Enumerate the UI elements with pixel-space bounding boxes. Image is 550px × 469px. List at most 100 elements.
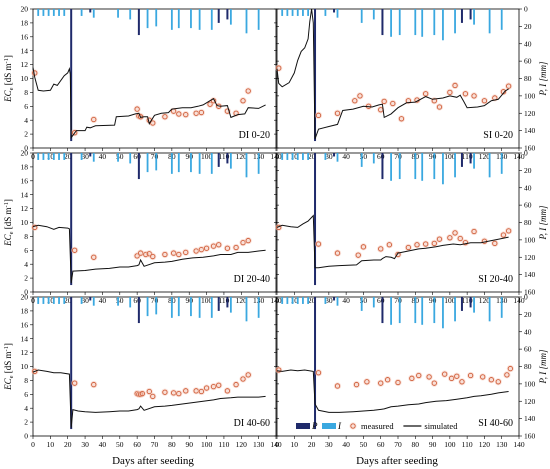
panel-label: DI 0-20	[239, 130, 270, 141]
irrigation-bar	[454, 297, 456, 322]
measured-point	[150, 393, 156, 400]
x-tick-label: 90	[429, 440, 437, 449]
x-tick-label: 80	[412, 440, 420, 449]
irrigation-bar	[291, 297, 294, 304]
y-right-tick-label: 0	[524, 149, 528, 158]
y-left-axis-label-part: [dS m	[3, 64, 13, 88]
irrigation-bar	[390, 297, 392, 325]
irrigation-bar	[177, 297, 180, 317]
irrigation-bar	[63, 153, 66, 160]
y-right-tick-label: 80	[524, 74, 532, 83]
measured-point	[457, 235, 463, 242]
measured-point	[436, 236, 443, 242]
x-tick-label: 120	[236, 440, 248, 449]
x-tick-label: 40	[342, 440, 350, 449]
measured-point	[334, 250, 341, 256]
precipitation-bar	[314, 9, 317, 142]
measured-point	[495, 379, 501, 385]
irrigation-bar	[414, 297, 417, 324]
irrigation-bar	[473, 297, 475, 313]
measured-point	[395, 251, 401, 258]
y-left-axis-label-part: ]	[3, 199, 13, 202]
irrigation-bar	[42, 297, 45, 304]
x-tick-label: 30	[81, 296, 89, 305]
irrigation-bar	[52, 9, 55, 16]
panel-di-20-40: 0102030405060708090100110120130140024681…	[3, 149, 282, 305]
x-tick-label: 120	[479, 296, 491, 305]
axis-labels: Days after seeding Days after seeding	[112, 455, 438, 467]
simulated-line	[32, 66, 266, 140]
x-tick-label: 40	[342, 152, 350, 161]
y-right-tick-label: 60	[524, 345, 532, 354]
irrigation-bar	[433, 9, 436, 36]
y-left-axis-label-part: -1	[3, 346, 10, 351]
irrigation-bar	[398, 297, 401, 324]
x-tick-label: 100	[201, 296, 213, 305]
measured-point	[315, 241, 322, 247]
measured-point	[315, 112, 322, 118]
x-tick-label: 100	[444, 296, 456, 305]
irrigation-bar	[155, 297, 158, 315]
irrigation-bar	[307, 9, 310, 16]
x-tick-label: 10	[47, 152, 55, 161]
measured-point	[357, 93, 363, 99]
irrigation-bar	[372, 153, 375, 164]
irrigation-bar	[360, 297, 363, 311]
y-right-tick-label: 40	[524, 183, 532, 192]
precipitation-bar	[70, 297, 73, 430]
y-left-tick-label: 14	[21, 334, 29, 343]
irrigation-bar	[500, 9, 503, 30]
x-tick-label: 0	[275, 440, 279, 449]
y-left-tick-label: 6	[24, 390, 28, 399]
irrigation-bar	[229, 9, 232, 25]
x-tick-label: 70	[394, 440, 402, 449]
irrigation-bar	[257, 9, 260, 30]
irrigation-bar	[170, 9, 173, 30]
legend-swatch	[296, 423, 310, 429]
legend-label: simulated	[424, 421, 458, 431]
x-tick-label: 50	[116, 296, 124, 305]
measured-point	[500, 232, 507, 238]
panel-label: SI 40-60	[478, 418, 513, 429]
measured-point	[423, 91, 429, 97]
measured-point	[467, 372, 474, 379]
irrigation-bar	[52, 297, 55, 304]
irrigation-bar	[198, 153, 201, 174]
measured-point	[207, 101, 213, 107]
x-tick-label: 120	[236, 152, 248, 161]
y-right-tick-label: 160	[524, 432, 536, 441]
irrigation-bar	[421, 9, 424, 37]
measured-point	[416, 372, 422, 379]
y-right-tick-label: 60	[524, 201, 532, 210]
y-right-tick-label: 80	[524, 362, 532, 371]
measured-point	[454, 373, 460, 379]
measured-point	[176, 390, 182, 397]
irrigation-bar	[454, 9, 456, 34]
y-left-tick-label: 4	[24, 260, 28, 269]
legend-swatch	[322, 423, 336, 429]
irrigation-bar	[291, 9, 294, 16]
y-right-axis-label: P, I [mm]	[538, 205, 548, 241]
x-tick-label: 70	[151, 440, 159, 449]
x-tick-label: 20	[308, 440, 316, 449]
legend-label: P	[311, 421, 318, 431]
x-tick-label: 70	[394, 296, 402, 305]
y-left-axis-label: ECe [dS m-1]	[3, 199, 15, 247]
y-left-tick-label: 8	[24, 88, 28, 97]
panel-label: DI 40-60	[234, 418, 270, 429]
x-tick-label: 50	[360, 440, 368, 449]
irrigation-bar	[129, 9, 132, 20]
measured-point	[488, 377, 494, 383]
y-left-tick-label: 18	[21, 163, 29, 172]
irrigation-bar	[117, 9, 119, 18]
y-left-tick-label: 0	[24, 288, 28, 297]
irrigation-bar	[210, 297, 213, 318]
y-left-tick-label: 2	[24, 274, 28, 283]
irrigation-bar	[63, 297, 66, 304]
irrigation-bar	[324, 153, 327, 160]
measured-point	[436, 104, 443, 110]
measured-point	[405, 244, 412, 251]
plot-frame	[32, 8, 277, 149]
irrigation-bar	[190, 297, 192, 317]
